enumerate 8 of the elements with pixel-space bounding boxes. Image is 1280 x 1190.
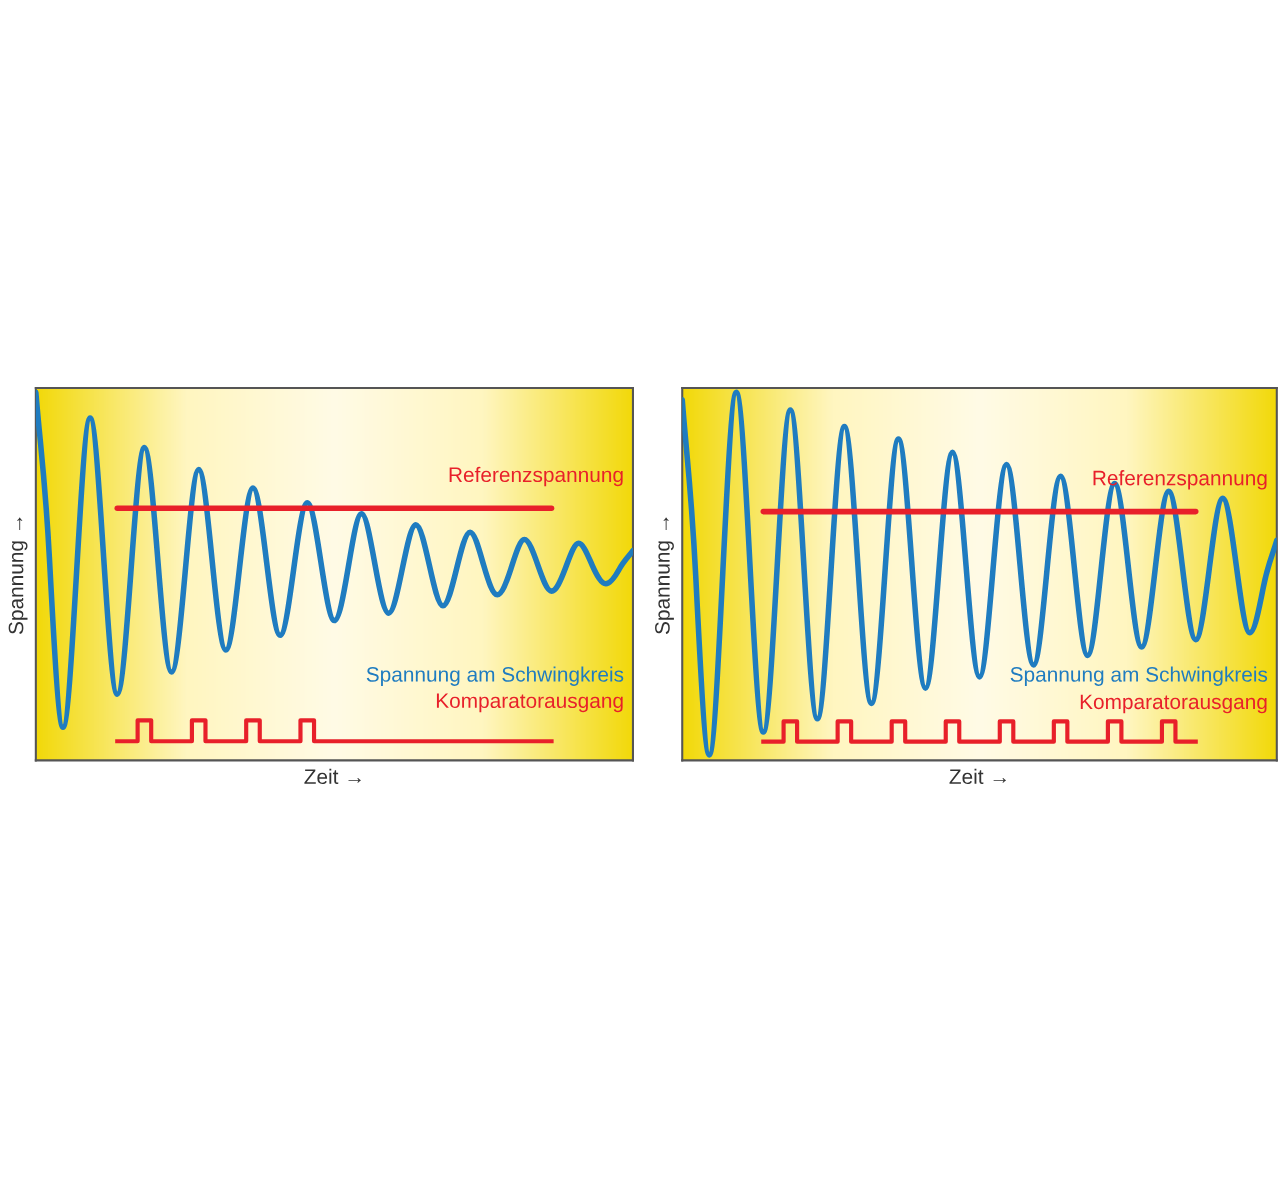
text: Spannung am Schwingkreis	[366, 666, 624, 686]
y-axis-title: Spannung →	[655, 517, 674, 635]
series-label: Spannung am Schwingkreis	[1010, 666, 1268, 686]
series-label: Referenzspannung	[449, 466, 623, 487]
x-axis-title: Zeit →	[949, 768, 1006, 785]
x-axis-title: Zeit →	[304, 768, 361, 785]
y-axis-title: Spannung →	[8, 517, 28, 635]
series-label: Referenzspannung	[1093, 470, 1267, 490]
